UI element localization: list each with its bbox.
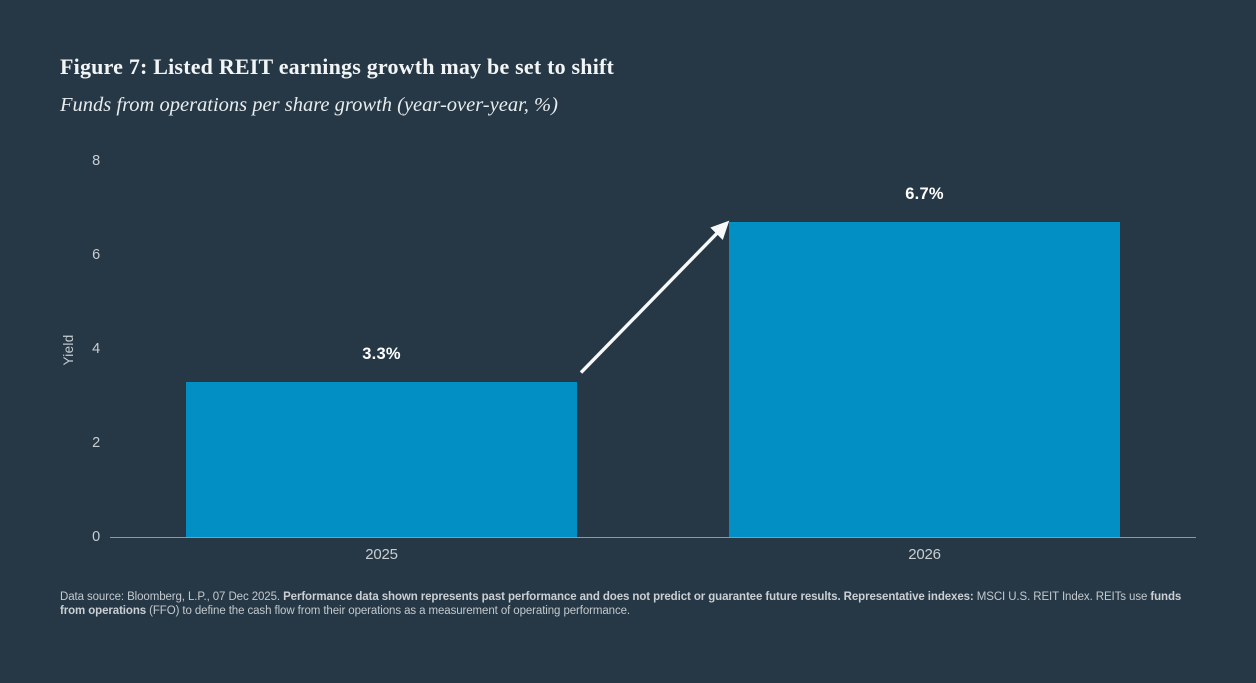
bar-value-label: 3.3% [362, 344, 401, 363]
x-tick-label: 2025 [365, 545, 398, 563]
x-tick-label: 2026 [908, 545, 941, 563]
y-tick-label: 2 [92, 434, 100, 451]
footnote-segment: (FFO) to define the cash flow from their… [149, 605, 631, 617]
bar-2026 [729, 222, 1120, 538]
bar-2025 [186, 381, 577, 538]
footnote-segment: Data source: Bloomberg, L.P., 07 Dec 202… [60, 591, 284, 603]
footnote-bold-segment: funds from operations [60, 591, 1182, 617]
figure-subtitle: Funds from operations per share growth (… [60, 94, 558, 116]
x-axis-baseline [110, 536, 1196, 538]
footnote-bold-segment: Performance data shown represents past p… [283, 591, 977, 603]
y-tick-label: 4 [92, 340, 100, 357]
bar-value-label: 6.7% [905, 185, 944, 204]
figure-title: Figure 7: Listed REIT earnings growth ma… [60, 54, 615, 79]
y-tick-label: 8 [92, 153, 100, 169]
footnote-segment: MSCI U.S. REIT Index. REITs use [976, 591, 1151, 603]
footnote: Data source: Bloomberg, L.P., 07 Dec 202… [60, 590, 1198, 618]
y-tick-label: 6 [92, 246, 100, 263]
y-tick-label: 0 [92, 528, 100, 545]
